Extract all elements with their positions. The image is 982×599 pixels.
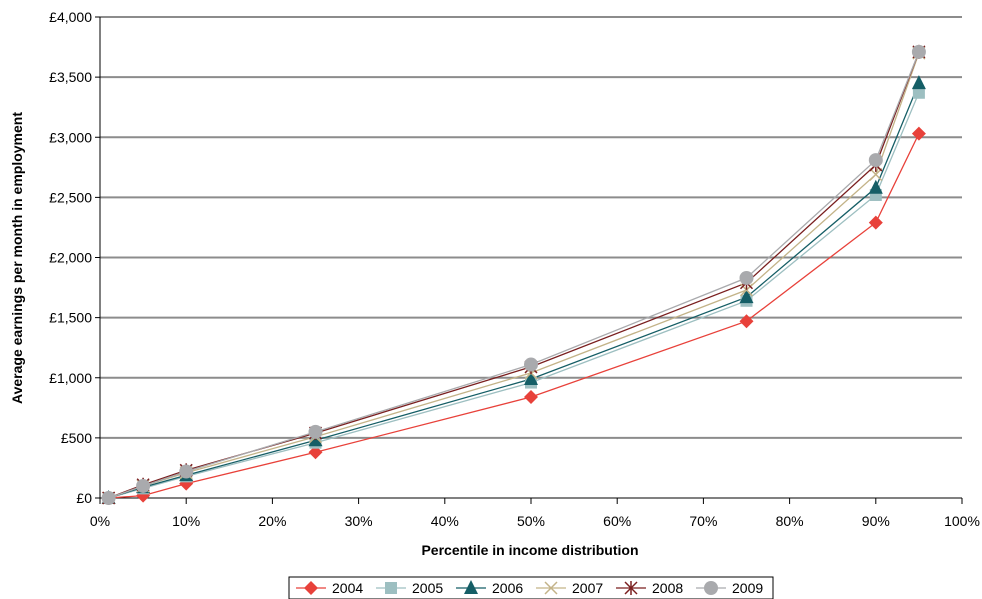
gridlines xyxy=(100,16,962,439)
data-point-2009 xyxy=(524,357,538,372)
y-tick-label: £1,000 xyxy=(49,370,92,386)
axes xyxy=(95,16,963,504)
x-tick-label: 70% xyxy=(689,513,717,529)
data-point-2004 xyxy=(911,126,926,141)
y-tick-labels: £0 £500 £1,000 £1,500 £2,000 £2,500 £3,000 £3,5… xyxy=(49,9,92,506)
data-point-2006 xyxy=(868,179,883,194)
x-tick-label: 80% xyxy=(776,513,804,529)
data-point-2004 xyxy=(739,314,754,329)
series-line-2006 xyxy=(108,82,920,499)
data-point-2007 xyxy=(869,167,883,182)
data-point-2009 xyxy=(179,464,194,479)
y-tick-label: £2,000 xyxy=(49,250,92,266)
y-tick-label: £2,500 xyxy=(49,189,92,205)
legend-item-2007: 2007 xyxy=(536,580,603,596)
series-line-2004 xyxy=(108,133,920,499)
data-point-2004 xyxy=(868,215,883,230)
x-tick-label: 0% xyxy=(90,513,110,529)
x-tick-label: 10% xyxy=(172,513,200,529)
legend-box xyxy=(288,576,774,599)
legend-item-2008: 2008 xyxy=(616,580,683,596)
legend-marker-2006 xyxy=(464,580,478,594)
data-point-2009 xyxy=(136,478,151,493)
legend-label: 2004 xyxy=(332,580,363,596)
legend-label: 2008 xyxy=(652,580,683,596)
data-point-2006 xyxy=(739,289,754,304)
y-tick-label: £1,500 xyxy=(49,310,92,326)
legend-marker-2008 xyxy=(624,581,638,595)
x-tick-label: 20% xyxy=(258,513,286,529)
legend-item-2005: 2005 xyxy=(376,580,443,596)
data-point-2009 xyxy=(911,44,926,59)
data-point-2006 xyxy=(524,370,538,385)
data-point-2009 xyxy=(868,153,883,168)
legend-label: 2006 xyxy=(492,580,523,596)
data-point-2006 xyxy=(911,75,926,90)
data-point-2009 xyxy=(739,270,754,285)
legend-item-2009: 2009 xyxy=(696,580,763,596)
legend-marker-2009 xyxy=(704,581,718,595)
x-tick-labels: 0% 10% 20% 30% 40% 50% 60% 70% 80% 90% 100% xyxy=(90,513,980,529)
series-line-2007 xyxy=(108,52,920,499)
legend-marker-2007 xyxy=(544,581,558,595)
y-tick-label: £0 xyxy=(76,490,92,506)
legend-item-2004: 2004 xyxy=(296,580,363,596)
legend-item-2006: 2006 xyxy=(456,580,523,596)
legend-marker-2004 xyxy=(304,581,318,595)
data-point-2005 xyxy=(912,86,925,99)
x-tick-label: 30% xyxy=(345,513,373,529)
series-lines xyxy=(108,51,920,499)
legend: 2004 2005 2006 2007 2008 2009 xyxy=(288,576,774,599)
x-tick-label: 50% xyxy=(517,513,545,529)
x-tick-label: 90% xyxy=(862,513,890,529)
x-tick-label: 60% xyxy=(603,513,631,529)
y-axis-title: Average earnings per month in employment xyxy=(9,112,25,404)
series-line-2005 xyxy=(108,92,920,499)
series-markers xyxy=(101,44,926,505)
x-axis-title: Percentile in income distribution xyxy=(421,542,638,558)
y-tick-label: £3,000 xyxy=(49,129,92,145)
data-point-2004 xyxy=(524,389,538,404)
y-tick-label: £3,500 xyxy=(49,69,92,85)
legend-marker-2005 xyxy=(385,582,397,594)
x-tick-label: 40% xyxy=(431,513,459,529)
legend-label: 2007 xyxy=(572,580,603,596)
data-point-2009 xyxy=(101,491,116,505)
legend-label: 2009 xyxy=(732,580,763,596)
y-tick-label: £4,000 xyxy=(49,9,92,25)
y-tick-label: £500 xyxy=(61,430,92,446)
series-line-2008 xyxy=(108,51,920,499)
data-point-2004 xyxy=(308,445,323,460)
x-tick-label: 100% xyxy=(944,513,980,529)
legend-label: 2005 xyxy=(412,580,443,596)
series-line-2009 xyxy=(108,51,920,499)
data-point-2009 xyxy=(308,424,323,439)
